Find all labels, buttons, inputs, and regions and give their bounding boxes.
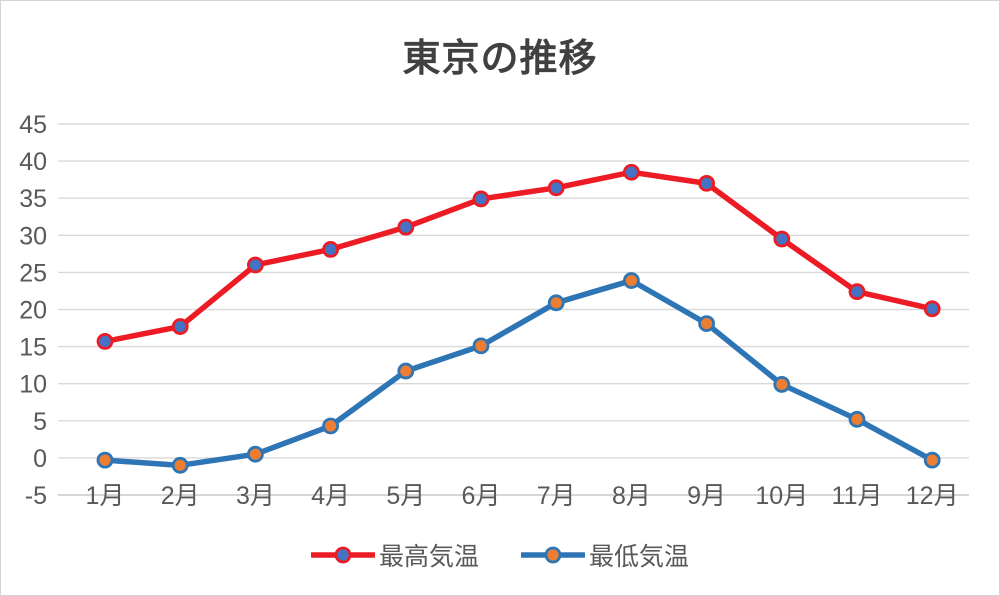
data-point-marker [246,256,264,274]
y-tick-label: 10 [19,371,47,399]
data-point-marker [773,376,791,393]
legend-swatch [310,546,375,564]
y-tick-label: 5 [33,408,47,436]
data-point-marker [848,283,866,301]
data-point-marker [472,190,490,208]
y-tick-label: -5 [25,482,47,510]
data-point-marker [96,451,114,469]
x-tick-label: 10月 [755,482,808,510]
x-tick-label: 8月 [612,482,651,510]
data-point-marker [397,362,415,380]
series-line [102,169,935,345]
y-tick-label: 25 [19,259,47,287]
x-tick-label: 1月 [86,482,125,510]
chart-title: 東京の推移 [402,38,598,80]
legend-label: 最高気温 [378,543,479,571]
legend-item: 最低気温 [521,537,689,573]
data-point-marker [472,337,490,355]
x-tick-label: 2月 [161,482,200,510]
data-point-marker [623,163,640,181]
x-tick-label: 11月 [832,482,883,510]
x-tick-label: 12月 [906,482,959,510]
x-tick-label: 7月 [537,482,576,510]
y-tick-label: 40 [19,148,47,176]
data-point-marker [246,445,264,463]
y-tick-label: 35 [19,185,47,213]
data-point-marker [397,218,415,236]
data-point-marker [698,174,715,192]
legend-label: 最低気温 [589,543,690,571]
y-tick-label: 20 [19,297,47,325]
y-tick-label: 30 [19,222,47,250]
data-point-marker [848,410,866,428]
data-point-marker [322,240,340,258]
data-point-marker [698,315,715,332]
data-point-marker [623,272,640,289]
x-tick-label: 6月 [462,482,501,510]
data-point-marker [322,417,340,435]
data-point-marker [171,318,189,335]
x-tick-label: 4月 [311,482,350,510]
y-tick-label: 45 [19,111,47,139]
data-point-marker [923,300,941,318]
data-point-marker [773,230,791,248]
data-point-marker [547,294,565,312]
legend: 最高気温 最低気温 [1,537,999,573]
data-point-marker [923,451,941,469]
legend-item: 最高気温 [310,537,479,573]
series-line [102,277,935,469]
y-tick-label: 0 [33,445,47,473]
x-tick-label: 5月 [386,482,425,510]
data-point-marker [547,179,565,197]
y-tick-label: 15 [19,334,47,362]
legend-swatch [521,546,585,564]
data-point-marker [96,333,114,350]
x-tick-label: 3月 [236,482,275,510]
data-point-marker [171,456,189,474]
x-tick-label: 9月 [687,482,726,510]
